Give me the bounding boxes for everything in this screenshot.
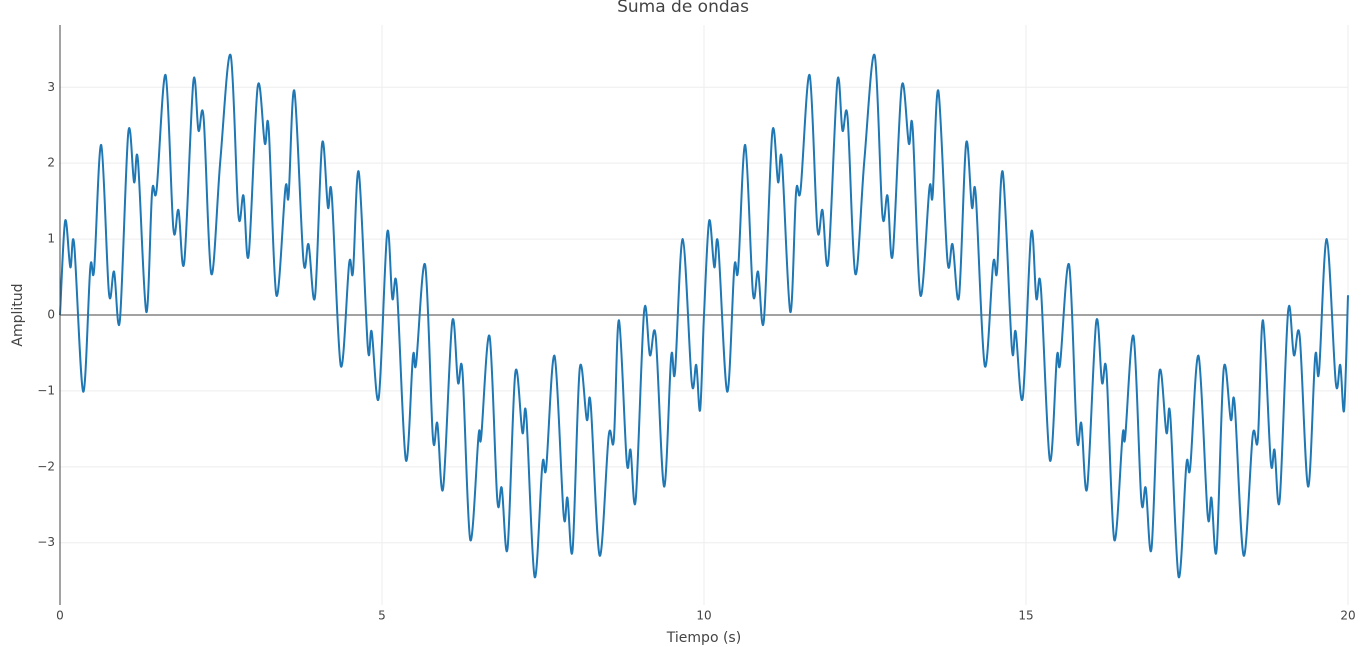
y-tick-label: −2 (37, 459, 55, 473)
y-tick-label: −3 (37, 535, 55, 549)
plot-area (59, 53, 1349, 578)
y-tick-label: −1 (37, 383, 55, 397)
x-axis-title: Tiempo (s) (666, 630, 741, 646)
y-tick-label: 3 (47, 80, 55, 94)
data-line (59, 53, 1349, 578)
y-tick-label: 2 (47, 156, 55, 170)
y-axis-title: Amplitud (10, 283, 26, 346)
x-tick-label: 5 (378, 609, 386, 623)
x-tick-label: 10 (696, 609, 711, 623)
x-tick-label: 15 (1018, 609, 1033, 623)
y-tick-label: 0 (47, 308, 55, 322)
chart-title: Suma de ondas (617, 0, 749, 17)
x-tick-label: 20 (1340, 609, 1355, 623)
x-tick-label: 0 (56, 609, 64, 623)
y-tick-label: 1 (47, 232, 55, 246)
